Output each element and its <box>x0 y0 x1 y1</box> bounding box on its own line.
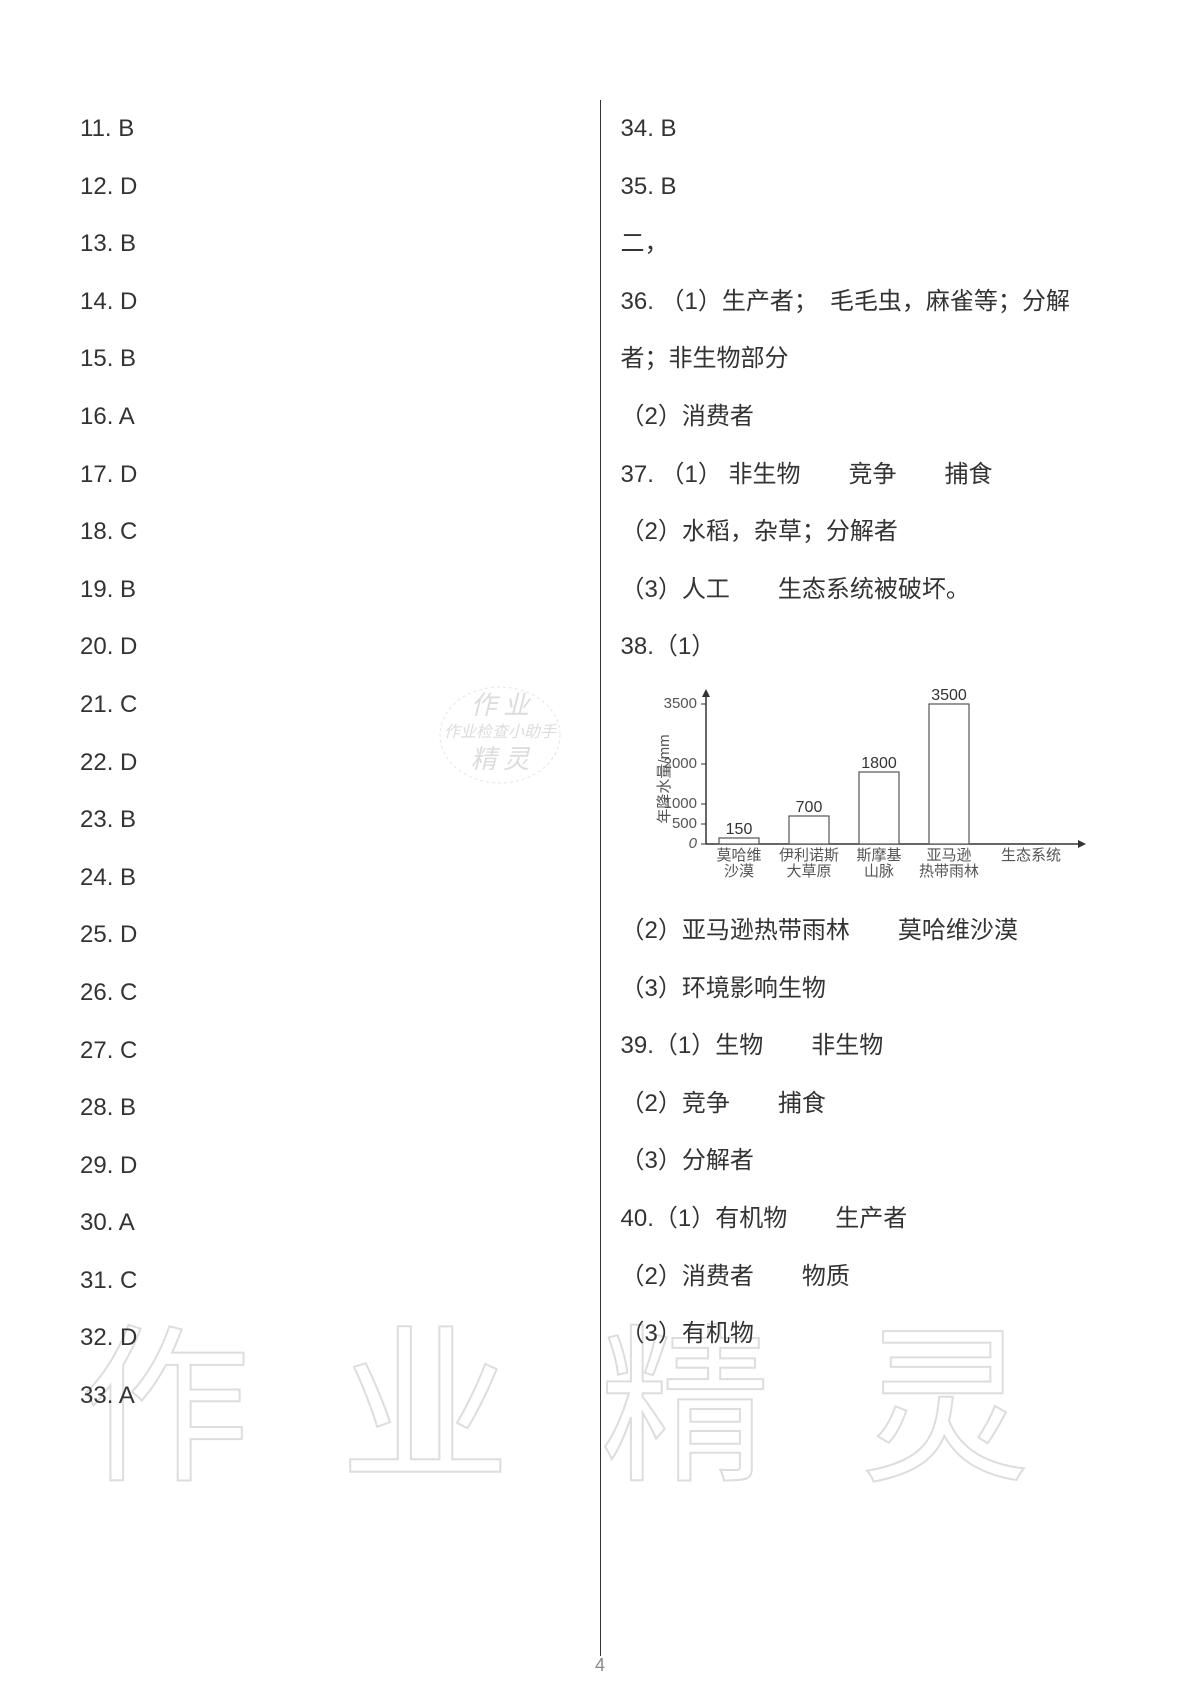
answer-row: 11. B <box>80 100 580 158</box>
q39-line1: 39.（1）生物 非生物 <box>621 1017 1121 1075</box>
svg-text:热带雨林: 热带雨林 <box>918 863 978 880</box>
q39-line2: （2）竞争 捕食 <box>621 1075 1121 1133</box>
answer-row: 34. B <box>621 100 1121 158</box>
answer-row: 15. B <box>80 330 580 388</box>
q38-line3: （3）环境影响生物 <box>621 960 1121 1018</box>
answer-row: 19. B <box>80 561 580 619</box>
q37-line3: （3）人工 生态系统被破坏。 <box>621 561 1121 619</box>
answer-row: 31. C <box>80 1252 580 1310</box>
bar-4 <box>929 704 969 844</box>
q40-line1: 40.（1）有机物 生产者 <box>621 1190 1121 1248</box>
svg-text:1000: 1000 <box>663 795 696 812</box>
q37-line2: （2）水稻，杂草；分解者 <box>621 503 1121 561</box>
svg-text:亚马逊: 亚马逊 <box>926 847 971 864</box>
q36-line1: 36. （1）生产者； 毛毛虫，麻雀等；分解 <box>621 273 1121 331</box>
right-column: 34. B 35. B 二， 36. （1）生产者； 毛毛虫，麻雀等；分解 者；… <box>601 100 1141 1656</box>
bars: 150 700 1800 3500 <box>719 687 969 844</box>
q37-line1: 37. （1） 非生物 竞争 捕食 <box>621 446 1121 504</box>
q36-line2: 者；非生物部分 <box>621 330 1121 388</box>
answer-row: 30. A <box>80 1194 580 1252</box>
svg-text:山脉: 山脉 <box>863 863 893 880</box>
y-axis-arrow <box>702 689 710 697</box>
svg-text:500: 500 <box>671 815 696 832</box>
answer-row: 21. C <box>80 676 580 734</box>
section-label: 二， <box>621 215 1121 273</box>
answer-row: 23. B <box>80 791 580 849</box>
answer-row: 27. C <box>80 1022 580 1080</box>
answer-row: 26. C <box>80 964 580 1022</box>
svg-text:3500: 3500 <box>663 695 696 712</box>
answer-row: 28. B <box>80 1079 580 1137</box>
answer-row: 18. C <box>80 503 580 561</box>
x-axis-arrow <box>1078 840 1086 848</box>
rainfall-bar-chart: 年降水量/mm 0 500 1000 2000 <box>651 684 1091 894</box>
bar-2 <box>789 816 829 844</box>
svg-text:2000: 2000 <box>663 755 696 772</box>
svg-text:沙漠: 沙漠 <box>723 863 753 880</box>
q40-line2: （2）消费者 物质 <box>621 1248 1121 1306</box>
answer-row: 32. D <box>80 1309 580 1367</box>
answer-row: 20. D <box>80 618 580 676</box>
page-number: 4 <box>595 1655 605 1676</box>
answer-row: 16. A <box>80 388 580 446</box>
answer-row: 33. A <box>80 1367 580 1425</box>
bar-1 <box>719 838 759 844</box>
page-container: 11. B 12. D 13. B 14. D 15. B 16. A 17. … <box>0 0 1200 1696</box>
q36-line3: （2）消费者 <box>621 388 1121 446</box>
svg-text:伊利诺斯: 伊利诺斯 <box>778 847 838 864</box>
svg-text:3500: 3500 <box>931 687 967 704</box>
svg-text:斯摩基: 斯摩基 <box>856 846 901 864</box>
chart-svg: 年降水量/mm 0 500 1000 2000 <box>651 684 1091 894</box>
svg-text:大草原: 大草原 <box>786 863 831 880</box>
q39-line3: （3）分解者 <box>621 1132 1121 1190</box>
answer-row: 24. B <box>80 849 580 907</box>
answer-row: 29. D <box>80 1137 580 1195</box>
x-labels: 莫哈维 沙漠 伊利诺斯 大草原 斯摩基 山脉 亚马逊 热带雨林 生态系统 <box>716 846 1061 880</box>
svg-text:生态系统: 生态系统 <box>1000 847 1060 864</box>
q38-line2: （2）亚马逊热带雨林 莫哈维沙漠 <box>621 902 1121 960</box>
answer-row: 25. D <box>80 906 580 964</box>
answer-row: 13. B <box>80 215 580 273</box>
answer-row: 22. D <box>80 734 580 792</box>
bar-3 <box>859 772 899 844</box>
svg-text:700: 700 <box>795 799 822 816</box>
q40-line3: （3）有机物 <box>621 1305 1121 1363</box>
svg-text:1800: 1800 <box>861 755 897 772</box>
answer-row: 35. B <box>621 158 1121 216</box>
svg-text:0: 0 <box>688 835 697 852</box>
left-column: 11. B 12. D 13. B 14. D 15. B 16. A 17. … <box>60 100 601 1656</box>
svg-text:150: 150 <box>725 821 752 838</box>
answer-row: 17. D <box>80 446 580 504</box>
answer-row: 12. D <box>80 158 580 216</box>
answer-row: 14. D <box>80 273 580 331</box>
svg-text:莫哈维: 莫哈维 <box>716 847 761 864</box>
q38-line1: 38.（1） <box>621 618 1121 676</box>
